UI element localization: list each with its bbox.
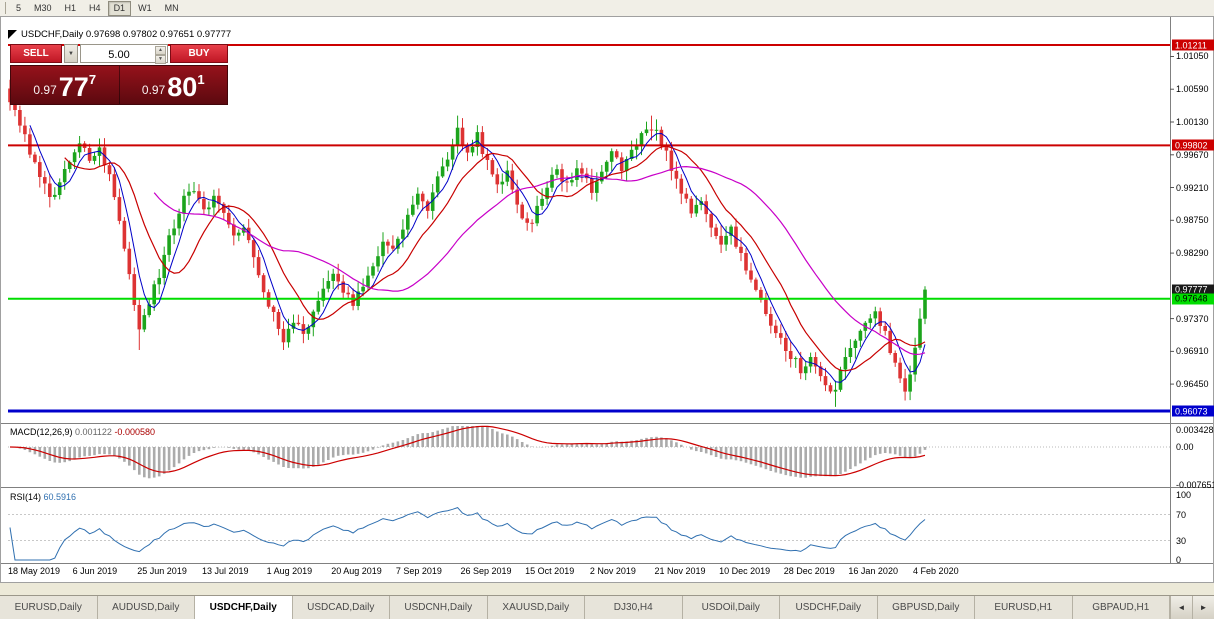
chart-tab-eurusd-h1[interactable]: EURUSD,H1 <box>975 596 1073 619</box>
date-label: 1 Aug 2019 <box>266 566 313 576</box>
buy-button[interactable]: BUY <box>170 44 228 63</box>
price-tick: 0.98290 <box>1176 248 1209 259</box>
date-label: 2 Nov 2019 <box>589 566 636 576</box>
macd-signal-line <box>9 425 926 477</box>
one-click-trading-toggle-icon[interactable] <box>8 30 17 39</box>
timeframe-toolbar: 5 M30 H1 H4 D1 W1 MN <box>0 0 1214 17</box>
sell-price-pips: 77 <box>58 72 89 103</box>
chart-tab-usdoil-daily[interactable]: USDOil,Daily <box>682 596 780 619</box>
date-label: 25 Jun 2019 <box>137 566 187 576</box>
rsi-axis-tick: 100 <box>1176 490 1192 500</box>
timeframe-button-m30[interactable]: M30 <box>34 3 52 13</box>
ma-5 <box>29 125 926 383</box>
chart-tab-gbpaud-h1[interactable]: GBPAUD,H1 <box>1072 596 1170 619</box>
date-label: 28 Dec 2019 <box>783 566 835 576</box>
price-axis-label: 1.01211 <box>1172 39 1214 51</box>
timeframe-button-h4[interactable]: H4 <box>89 3 101 13</box>
rsi-indicator-label: RSI(14) 60.5916 <box>10 492 77 502</box>
volume-increase-icon[interactable]: ▲ <box>155 46 166 55</box>
date-label: 6 Jun 2019 <box>72 566 118 576</box>
tab-scroll-left-icon[interactable]: ◄ <box>1170 596 1192 619</box>
rsi-line <box>9 507 926 561</box>
date-label: 26 Sep 2019 <box>460 566 512 576</box>
price-tick: 0.97370 <box>1176 313 1209 324</box>
date-label: 4 Feb 2020 <box>913 566 959 576</box>
timeframe-button-mn[interactable]: MN <box>164 3 179 13</box>
toolbar-separator <box>5 2 6 14</box>
timeframe-button-5[interactable]: 5 <box>16 3 22 13</box>
chart-tab-xauusd-daily[interactable]: XAUUSD,Daily <box>487 596 585 619</box>
price-tick: 0.99210 <box>1176 182 1209 193</box>
date-label: 15 Oct 2019 <box>525 566 575 576</box>
one-click-trade-panel: SELL ▼ ▲ ▼ BUY 0.97 77 7 0.9 <box>10 44 228 105</box>
price-tick: 1.00130 <box>1176 117 1209 127</box>
price-axis-label: 0.99802 <box>1172 139 1214 151</box>
price-tick: 0.96450 <box>1176 379 1209 390</box>
rsi-axis-tick: 70 <box>1176 509 1187 520</box>
chart-tab-usdchf-daily[interactable]: USDCHF,Daily <box>780 596 878 619</box>
date-label: 18 May 2019 <box>8 566 61 576</box>
price-axis-label: 0.97777 <box>1172 284 1214 296</box>
date-label: 21 Nov 2019 <box>654 566 706 576</box>
ma-12 <box>64 145 926 372</box>
rsi-axis-tick: 30 <box>1176 535 1187 546</box>
timeframe-button-d1[interactable]: D1 <box>107 0 132 16</box>
volume-dropdown-button[interactable]: ▼ <box>64 44 78 63</box>
sell-price-display[interactable]: 0.97 77 7 <box>11 66 120 104</box>
timeframe-button-h1[interactable]: H1 <box>64 3 77 13</box>
date-axis: 18 May 2019 6 Jun 2019 25 Jun 2019 13 Jul 2… <box>0 566 1170 580</box>
chart-tab-audusd-daily[interactable]: AUDUSD,Daily <box>97 596 195 619</box>
macd-axis-tick: 0.003428 <box>1176 425 1214 435</box>
price-tick: 0.99670 <box>1176 149 1209 160</box>
chart-tab-eurusd-daily[interactable]: EURUSD,Daily <box>0 596 98 619</box>
chart-tab-bar: EURUSD,Daily AUDUSD,Daily USDCHF,Daily USDC… <box>0 595 1214 619</box>
price-axis-label: 0.97648 <box>1172 293 1214 305</box>
candlesticks <box>8 79 927 407</box>
price-tick: 0.96910 <box>1176 346 1209 357</box>
chart-tab-gbpusd-daily[interactable]: GBPUSD,Daily <box>877 596 975 619</box>
chart-ohlc-title: USDCHF,Daily 0.97698 0.97802 0.97651 0.9… <box>21 29 232 40</box>
buy-price-pips: 80 <box>167 72 198 103</box>
buy-price-display[interactable]: 0.97 80 1 <box>120 66 228 104</box>
chart-region: USDCHF,Daily 0.97698 0.97802 0.97651 0.9… <box>0 16 1214 583</box>
chart-tab-usdcad-daily[interactable]: USDCAD,Daily <box>292 596 390 619</box>
price-tick: 1.00590 <box>1176 84 1209 95</box>
volume-input[interactable] <box>81 46 167 64</box>
chart-tab-dj30-h4[interactable]: DJ30,H4 <box>585 596 683 619</box>
sell-price-figure: 0.97 <box>33 83 57 97</box>
date-label: 7 Sep 2019 <box>395 566 442 576</box>
date-label: 16 Jan 2020 <box>848 566 898 576</box>
ma-30 <box>153 165 926 356</box>
buy-price-figure: 0.97 <box>141 83 166 97</box>
price-tick: 1.01050 <box>1176 51 1209 62</box>
date-label: 13 Jul 2019 <box>201 566 249 576</box>
chart-tab-usdcnh-daily[interactable]: USDCNH,Daily <box>390 596 488 619</box>
date-label: 10 Dec 2019 <box>719 566 771 576</box>
volume-field: ▲ ▼ <box>80 44 168 64</box>
timeframe-button-w1[interactable]: W1 <box>138 3 152 13</box>
macd-axis-tick: 0.00 <box>1176 442 1194 452</box>
price-axis-label: 0.96073 <box>1172 405 1214 417</box>
date-label: 20 Aug 2019 <box>331 566 382 576</box>
macd-indicator-label: MACD(12,26,9) 0.001122 -0.000580 <box>10 427 155 437</box>
price-axis: 1.01050 1.00590 1.00130 0.99670 0.99210 0.987… <box>1172 16 1214 583</box>
volume-decrease-icon[interactable]: ▼ <box>155 55 166 64</box>
sell-price-point: 7 <box>88 72 97 87</box>
buy-price-point: 1 <box>197 72 205 87</box>
tab-scroll-right-icon[interactable]: ► <box>1192 596 1214 619</box>
macd-axis-tick: -0.007651 <box>1176 479 1214 490</box>
rsi-axis-tick: 0 <box>1176 555 1182 565</box>
sell-button[interactable]: SELL <box>10 44 62 63</box>
chart-tab-usdchf-daily[interactable]: USDCHF,Daily <box>195 596 293 619</box>
price-tick: 0.98750 <box>1176 215 1209 226</box>
